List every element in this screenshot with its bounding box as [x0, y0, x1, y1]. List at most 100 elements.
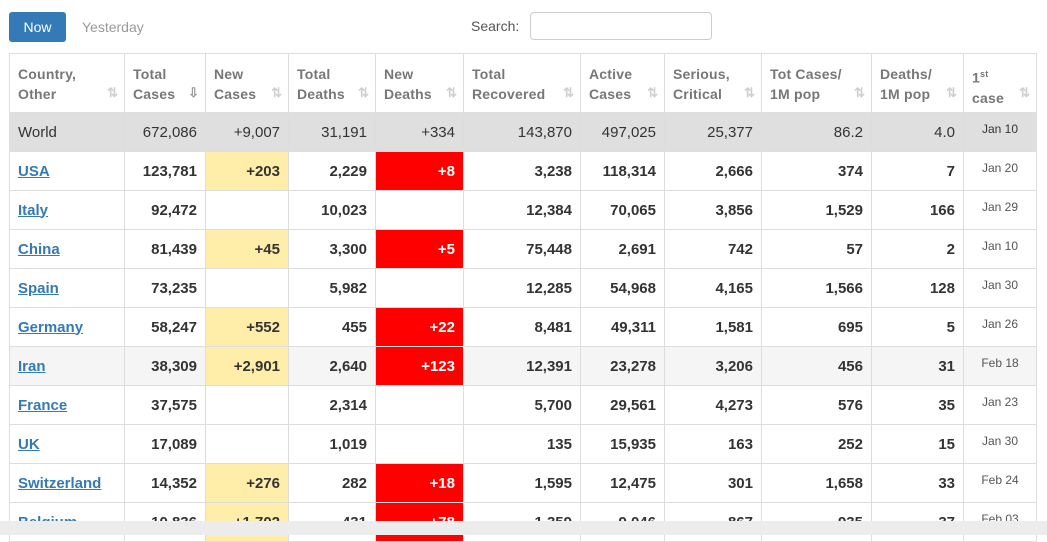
column-header-line1: Serious,: [673, 66, 730, 82]
total-deaths-cell: 10,023: [288, 190, 376, 230]
new-cases-cell: [205, 385, 289, 425]
new-deaths-cell: [375, 385, 464, 425]
first-case-cell: Jan 10: [963, 229, 1037, 269]
sort-icon[interactable]: ⇅: [271, 85, 282, 100]
serious-critical-cell: 3,206: [664, 346, 762, 386]
tab-now[interactable]: Now: [9, 12, 66, 42]
total-deaths-cell: 2,640: [288, 346, 376, 386]
country-cell[interactable]: Spain: [9, 268, 125, 308]
column-header-3[interactable]: Total Deaths ⇅: [288, 53, 376, 113]
column-header-line2: Deaths: [384, 86, 432, 102]
tab-yesterday[interactable]: Yesterday: [82, 19, 144, 35]
total-deaths-cell: 31,191: [288, 112, 376, 152]
first-case-cell: Jan 26: [963, 307, 1037, 347]
table-header-row: Country, Other ⇅ Total Cases ⇩ New Cases ⇅ Total D…: [9, 53, 1037, 113]
first-case-cell: Jan 30: [963, 424, 1037, 464]
table-row: China 81,439 +45 3,300 +5 75,448 2,691 742 57 2 Ja…: [9, 229, 1037, 269]
cases-per-million-cell: 1,529: [761, 190, 872, 230]
new-deaths-cell: +334: [375, 112, 464, 152]
column-header-5[interactable]: Total Recovered ⇅: [463, 53, 581, 113]
total-recovered-cell: 75,448: [463, 229, 581, 269]
top-bar: Now Yesterday Search:: [9, 12, 1035, 42]
serious-critical-cell: 25,377: [664, 112, 762, 152]
country-cell[interactable]: Iran: [9, 346, 125, 386]
cases-per-million-cell: 252: [761, 424, 872, 464]
column-header-line2: 1M pop: [770, 86, 821, 102]
total-recovered-cell: 12,384: [463, 190, 581, 230]
sort-icon[interactable]: ⇅: [854, 85, 865, 100]
column-header-line2: case: [972, 89, 1004, 106]
new-cases-cell: +45: [205, 229, 289, 269]
column-header-line1: New: [214, 66, 244, 82]
serious-critical-cell: 163: [664, 424, 762, 464]
new-cases-cell: +9,007: [205, 112, 289, 152]
new-cases-cell: [205, 190, 289, 230]
column-header-line2: Deaths: [297, 86, 345, 102]
sort-icon[interactable]: ⇅: [563, 85, 574, 100]
serious-critical-cell: 4,273: [664, 385, 762, 425]
column-header-8[interactable]: Tot Cases/1M pop ⇅: [761, 53, 872, 113]
new-cases-cell: +276: [205, 463, 289, 503]
column-header-6[interactable]: Active Cases ⇅: [580, 53, 665, 113]
column-header-line2: 1M pop: [880, 86, 931, 102]
total-recovered-cell: 12,391: [463, 346, 581, 386]
sort-icon[interactable]: ⇅: [358, 85, 369, 100]
new-deaths-cell: +5: [375, 229, 464, 269]
new-cases-cell: +203: [205, 151, 289, 191]
deaths-per-million-cell: 5: [871, 307, 964, 347]
column-header-9[interactable]: Deaths/1M pop ⇅: [871, 53, 964, 113]
sort-icon[interactable]: ⇅: [107, 85, 118, 100]
serious-critical-cell: 2,666: [664, 151, 762, 191]
sort-icon[interactable]: ⇅: [744, 85, 755, 100]
column-header-line2: Cases: [589, 86, 632, 102]
total-cases-cell: 92,472: [124, 190, 206, 230]
column-header-line2: Critical: [673, 86, 723, 102]
column-header-10[interactable]: 1st case ⇅: [963, 53, 1037, 113]
world-total-row: World 672,086 +9,007 31,191 +334 143,870 497,0…: [9, 112, 1037, 152]
sort-icon[interactable]: ⇅: [446, 85, 457, 100]
total-cases-cell: 14,352: [124, 463, 206, 503]
sort-desc-icon[interactable]: ⇩: [188, 85, 199, 100]
new-deaths-cell: +8: [375, 151, 464, 191]
column-header-2[interactable]: New Cases ⇅: [205, 53, 289, 113]
total-recovered-cell: 5,700: [463, 385, 581, 425]
country-cell[interactable]: Switzerland: [9, 463, 125, 503]
sort-icon[interactable]: ⇅: [647, 85, 658, 100]
deaths-per-million-cell: 15: [871, 424, 964, 464]
new-cases-cell: [205, 268, 289, 308]
country-cell[interactable]: Germany: [9, 307, 125, 347]
column-header-1[interactable]: Total Cases ⇩: [124, 53, 206, 113]
cases-per-million-cell: 456: [761, 346, 872, 386]
total-recovered-cell: 8,481: [463, 307, 581, 347]
column-header-line1: Tot Cases/: [770, 66, 842, 82]
total-cases-cell: 17,089: [124, 424, 206, 464]
search-input[interactable]: [530, 12, 712, 40]
column-header-4[interactable]: New Deaths ⇅: [375, 53, 464, 113]
new-deaths-cell: [375, 424, 464, 464]
country-cell[interactable]: USA: [9, 151, 125, 191]
country-cell[interactable]: China: [9, 229, 125, 269]
country-cell[interactable]: France: [9, 385, 125, 425]
horizontal-scrollbar[interactable]: [0, 521, 1047, 535]
cases-per-million-cell: 374: [761, 151, 872, 191]
total-recovered-cell: 1,595: [463, 463, 581, 503]
deaths-per-million-cell: 33: [871, 463, 964, 503]
total-recovered-cell: 143,870: [463, 112, 581, 152]
serious-critical-cell: 3,856: [664, 190, 762, 230]
sort-icon[interactable]: ⇅: [1019, 85, 1030, 100]
first-case-cell: Jan 20: [963, 151, 1037, 191]
column-header-line1: Total: [297, 66, 331, 82]
active-cases-cell: 12,475: [580, 463, 665, 503]
table-row: Italy 92,472 10,023 12,384 70,065 3,856 1,529 1…: [9, 190, 1037, 230]
total-deaths-cell: 455: [288, 307, 376, 347]
column-header-line1: Country,: [18, 66, 77, 82]
table-row: Switzerland 14,352 +276 282 +18 1,595 12,475 30…: [9, 463, 1037, 503]
country-cell[interactable]: UK: [9, 424, 125, 464]
column-header-0[interactable]: Country, Other ⇅: [9, 53, 125, 113]
column-header-7[interactable]: Serious, Critical ⇅: [664, 53, 762, 113]
total-deaths-cell: 1,019: [288, 424, 376, 464]
cases-per-million-cell: 695: [761, 307, 872, 347]
deaths-per-million-cell: 166: [871, 190, 964, 230]
country-cell[interactable]: Italy: [9, 190, 125, 230]
sort-icon[interactable]: ⇅: [946, 85, 957, 100]
